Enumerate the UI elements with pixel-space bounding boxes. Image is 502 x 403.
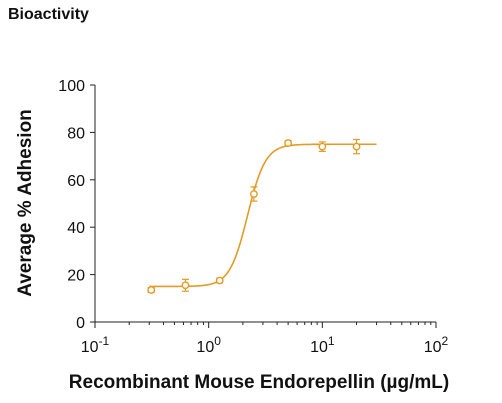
data-point-marker xyxy=(181,281,190,290)
data-point-marker xyxy=(284,139,293,147)
y-tick-label: 0 xyxy=(76,315,85,332)
data-point-marker xyxy=(215,276,224,285)
data-point-marker xyxy=(249,190,258,198)
y-tick-label: 100 xyxy=(58,78,85,95)
x-tick-label: 101 xyxy=(310,334,335,356)
fit-curve-series-0 xyxy=(149,143,377,288)
data-point xyxy=(352,138,361,155)
data-point xyxy=(318,141,327,152)
data-point-marker xyxy=(147,286,156,294)
data-point xyxy=(181,278,190,292)
x-tick-label: 10-1 xyxy=(81,334,110,356)
y-axis-title: Average % Adhesion xyxy=(15,109,36,297)
y-tick-label: 40 xyxy=(67,220,85,237)
y-tick-label: 60 xyxy=(67,173,85,190)
y-tick-label: 80 xyxy=(67,125,85,142)
data-point-marker xyxy=(318,142,327,151)
fit-curve-group xyxy=(149,143,377,288)
x-tick-label: 100 xyxy=(196,334,221,356)
page-title: Bioactivity xyxy=(8,6,89,23)
data-point xyxy=(215,276,224,285)
axes: 0 20 40 60 80 100 10-1 100 101 102 xyxy=(58,78,448,356)
x-tick-label: 102 xyxy=(424,334,449,356)
data-point xyxy=(284,139,293,147)
y-tick-label: 20 xyxy=(67,268,85,285)
data-point xyxy=(147,286,156,294)
data-point-marker xyxy=(352,142,361,151)
data-points xyxy=(147,138,361,294)
data-point xyxy=(249,186,258,202)
x-axis-title: Recombinant Mouse Endorepellin (µg/mL) xyxy=(69,372,449,393)
